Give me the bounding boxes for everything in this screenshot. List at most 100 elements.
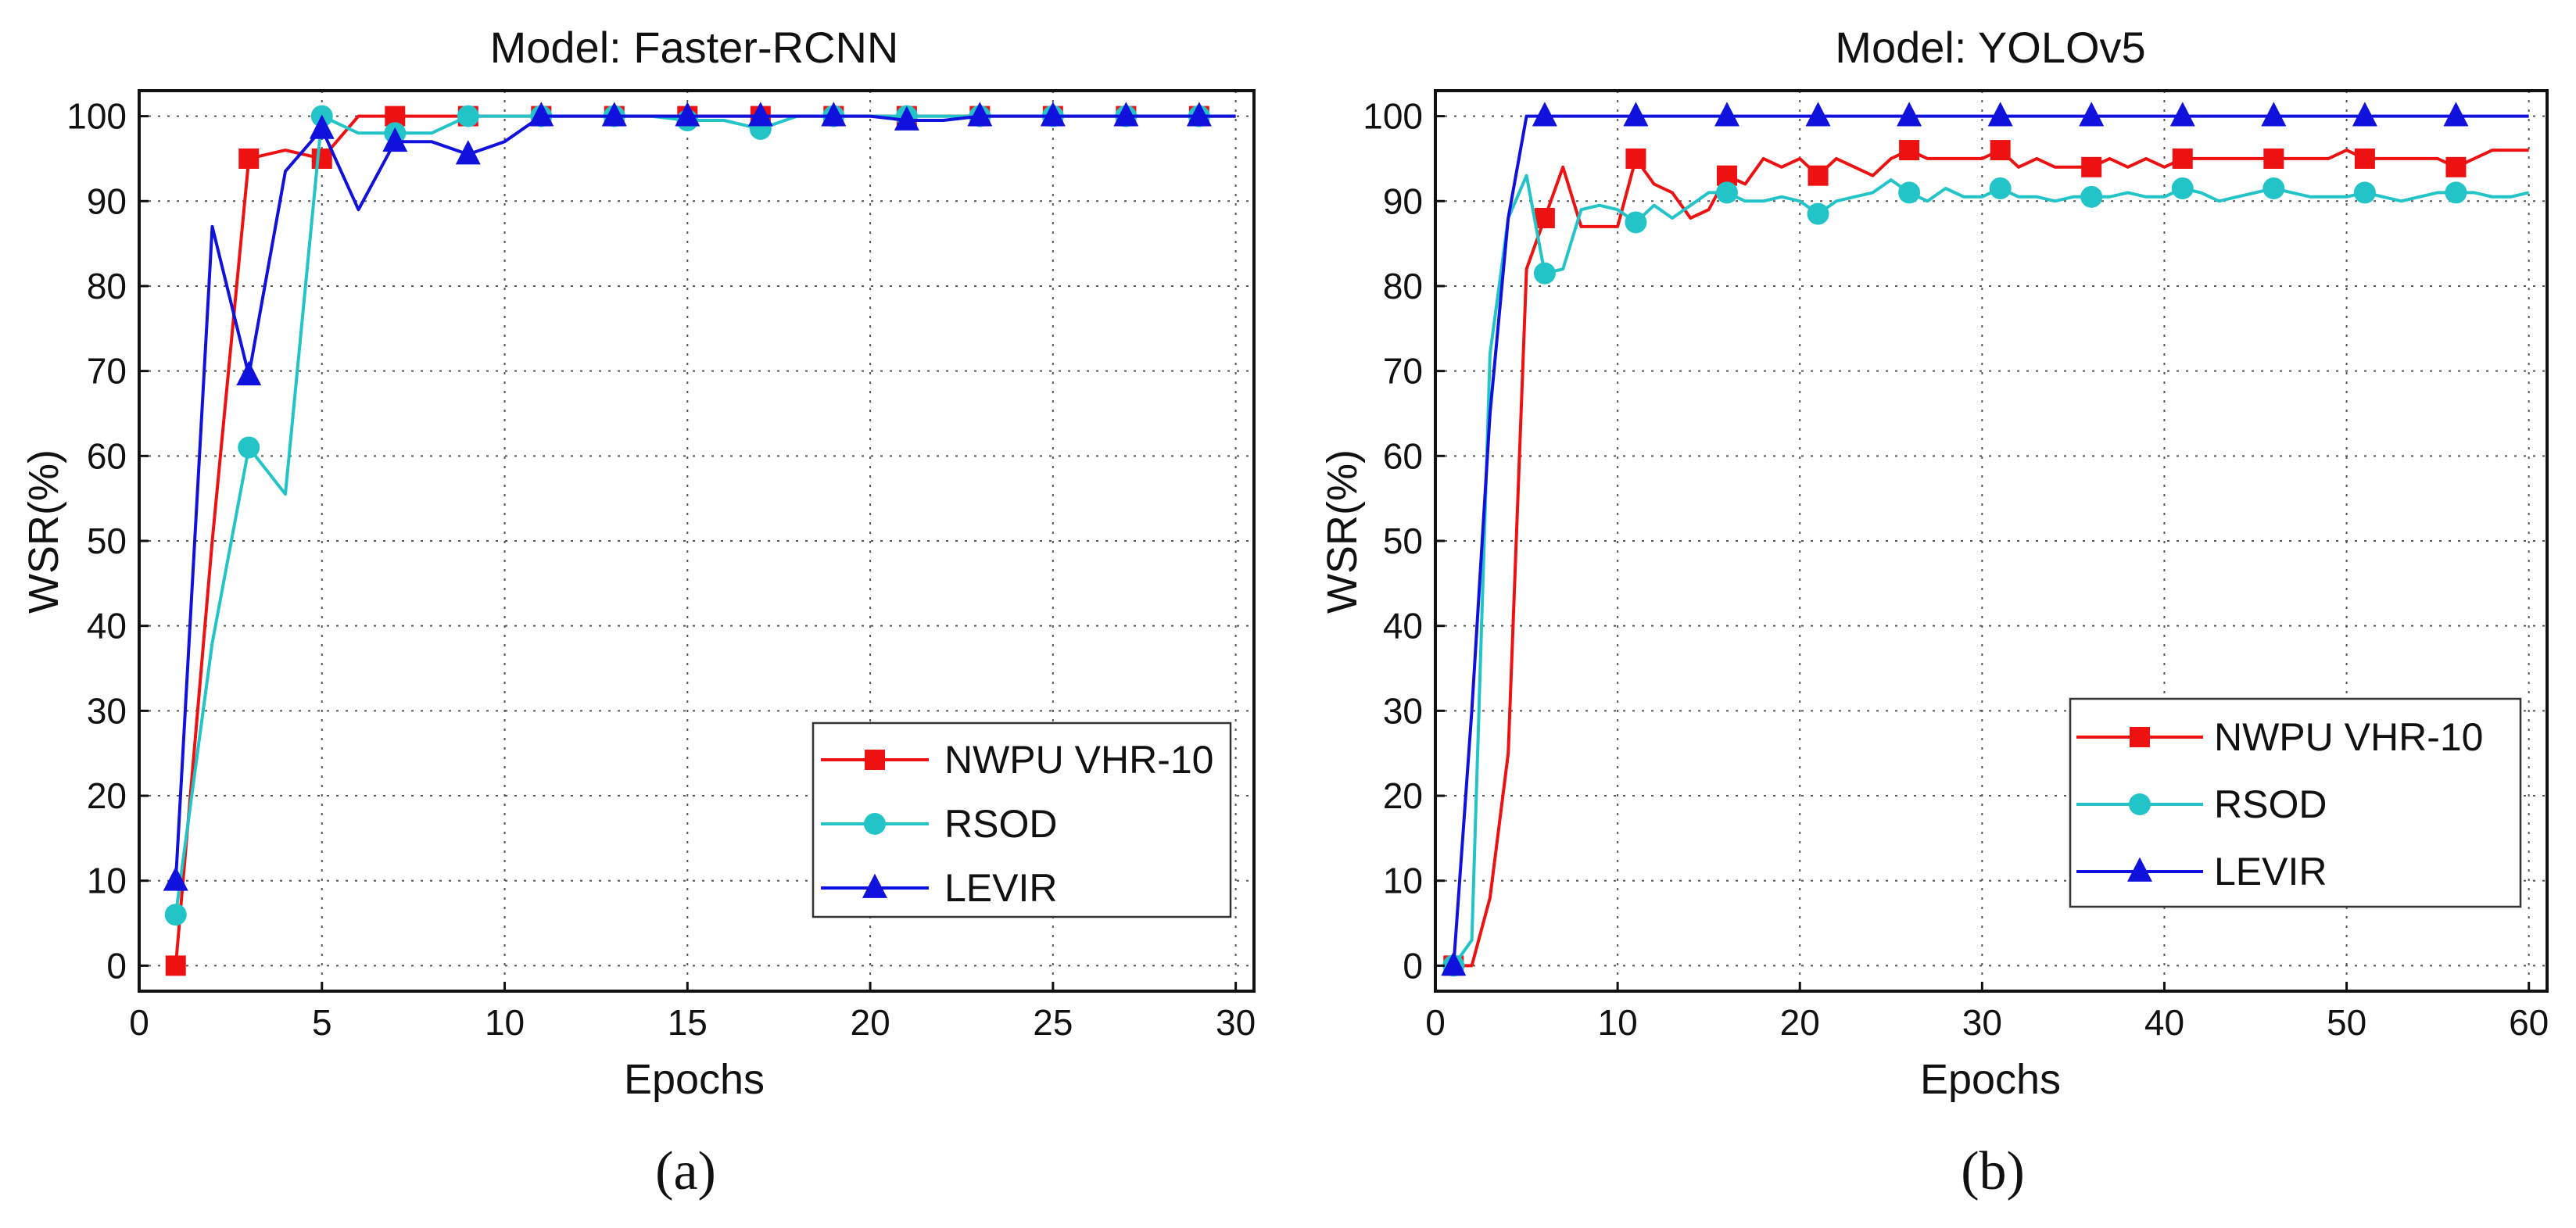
data-point-levir (455, 140, 481, 165)
panel-caption: (a) (655, 1141, 716, 1201)
data-point-levir (675, 102, 700, 127)
legend: NWPU VHR-10 RSOD LEVIR (2069, 697, 2522, 908)
data-point-rsod (2445, 181, 2467, 204)
data-point-levir (2079, 102, 2105, 127)
data-point-levir (236, 360, 262, 385)
data-point-levir (967, 102, 993, 127)
x-tick-label: 60 (2509, 1002, 2549, 1043)
y-tick-label: 10 (1383, 861, 1423, 901)
x-tick-label: 20 (850, 1002, 890, 1043)
x-axis-label: Epochs (624, 1056, 765, 1103)
data-point-nwpu-vhr-10 (1625, 148, 1646, 169)
legend-entry-rsod: RSOD (821, 802, 1057, 846)
y-axis-label: WSR(%) (1319, 449, 1366, 614)
y-tick-label: 20 (1383, 775, 1423, 816)
data-point-levir (894, 106, 919, 131)
x-tick-label: 40 (2144, 1002, 2184, 1043)
data-point-nwpu-vhr-10 (2172, 148, 2193, 169)
data-point-nwpu-vhr-10 (2354, 148, 2375, 169)
x-axis-label: Epochs (1920, 1056, 2061, 1103)
legend-label: LEVIR (2214, 850, 2327, 893)
x-tick-label: 10 (1598, 1002, 1638, 1043)
data-point-rsod (2263, 177, 2285, 199)
data-point-levir (1441, 951, 1467, 976)
data-point-levir (1186, 102, 1212, 127)
data-point-nwpu-vhr-10 (238, 148, 260, 169)
data-point-nwpu-vhr-10 (1534, 208, 1555, 229)
data-point-rsod (238, 436, 260, 459)
data-point-nwpu-vhr-10 (1807, 165, 1829, 186)
legend-marker (862, 873, 887, 898)
y-tick-label: 50 (1383, 521, 1423, 561)
data-point-levir (2443, 102, 2469, 127)
data-point-nwpu-vhr-10 (2263, 148, 2284, 169)
y-tick-label: 90 (1383, 181, 1423, 221)
series-layer (163, 102, 1236, 976)
x-tick-label: 10 (485, 1002, 525, 1043)
y-tick-label: 0 (106, 945, 127, 986)
data-point-rsod (1625, 211, 1647, 234)
x-tick-label: 15 (668, 1002, 708, 1043)
y-tick-label: 100 (1363, 96, 1423, 137)
data-point-rsod (1898, 181, 1921, 204)
data-point-rsod (1807, 202, 1829, 225)
x-tick-label: 0 (1425, 1002, 1446, 1043)
x-tick-label: 20 (1780, 1002, 1820, 1043)
legend-marker (2129, 793, 2151, 815)
x-tick-label: 0 (129, 1002, 149, 1043)
legend-marker (2127, 857, 2152, 882)
y-tick-label: 0 (1403, 945, 1423, 986)
x-tick-label: 5 (312, 1002, 332, 1043)
series-levir (1441, 102, 2529, 976)
legend-entry-levir: LEVIR (2076, 850, 2327, 893)
legend-label: NWPU VHR-10 (2214, 715, 2483, 759)
data-point-nwpu-vhr-10 (2081, 156, 2102, 177)
y-tick-label: 70 (87, 351, 127, 392)
series-levir (163, 102, 1236, 891)
data-point-nwpu-vhr-10 (311, 148, 332, 169)
legend-entry-levir: LEVIR (821, 866, 1058, 910)
data-point-levir (1805, 102, 1831, 127)
y-tick-label: 30 (1383, 690, 1423, 731)
data-point-rsod (2080, 185, 2103, 208)
data-point-nwpu-vhr-10 (2445, 156, 2467, 177)
series-rsod (1442, 174, 2530, 977)
data-point-levir (382, 127, 408, 152)
data-point-rsod (457, 105, 479, 127)
y-tick-label: 100 (66, 96, 127, 137)
data-point-levir (601, 102, 627, 127)
data-point-levir (1040, 102, 1066, 127)
legend: NWPU VHR-10 RSOD LEVIR (811, 721, 1232, 918)
data-point-rsod (164, 904, 187, 926)
series-nwpu-vhr-10 (1443, 140, 2529, 976)
y-tick-label: 20 (87, 775, 127, 816)
y-tick-label: 90 (87, 181, 127, 221)
y-tick-label: 30 (87, 690, 127, 731)
data-point-rsod (1533, 262, 1556, 285)
legend-label: LEVIR (944, 866, 1058, 910)
data-point-levir (2169, 102, 2195, 127)
legend-marker (2130, 727, 2150, 747)
data-point-levir (1532, 102, 1557, 127)
data-point-nwpu-vhr-10 (165, 955, 186, 976)
axis-ticks: 0 10 20 30 40 50 60 0 10 20 30 40 50 60 70 80 90 100 (1363, 96, 2549, 1043)
data-point-levir (309, 114, 335, 139)
data-point-rsod (1989, 177, 2012, 199)
legend-label: RSOD (2214, 782, 2327, 826)
legend-entry-rsod: RSOD (2076, 782, 2327, 826)
series-layer (1441, 102, 2530, 977)
y-axis-label: WSR(%) (20, 449, 67, 614)
data-point-nwpu-vhr-10 (1899, 140, 1920, 161)
y-tick-label: 40 (87, 606, 127, 646)
data-point-levir (528, 102, 554, 127)
data-point-levir (2261, 102, 2287, 127)
y-tick-label: 10 (87, 861, 127, 901)
chart-title: Model: YOLOv5 (1835, 23, 2145, 72)
grid (138, 91, 1254, 991)
data-point-rsod (2353, 181, 2376, 204)
x-tick-label: 30 (1216, 1002, 1256, 1043)
y-tick-label: 40 (1383, 606, 1423, 646)
data-point-rsod (1715, 181, 1738, 204)
data-point-levir (2352, 102, 2377, 127)
